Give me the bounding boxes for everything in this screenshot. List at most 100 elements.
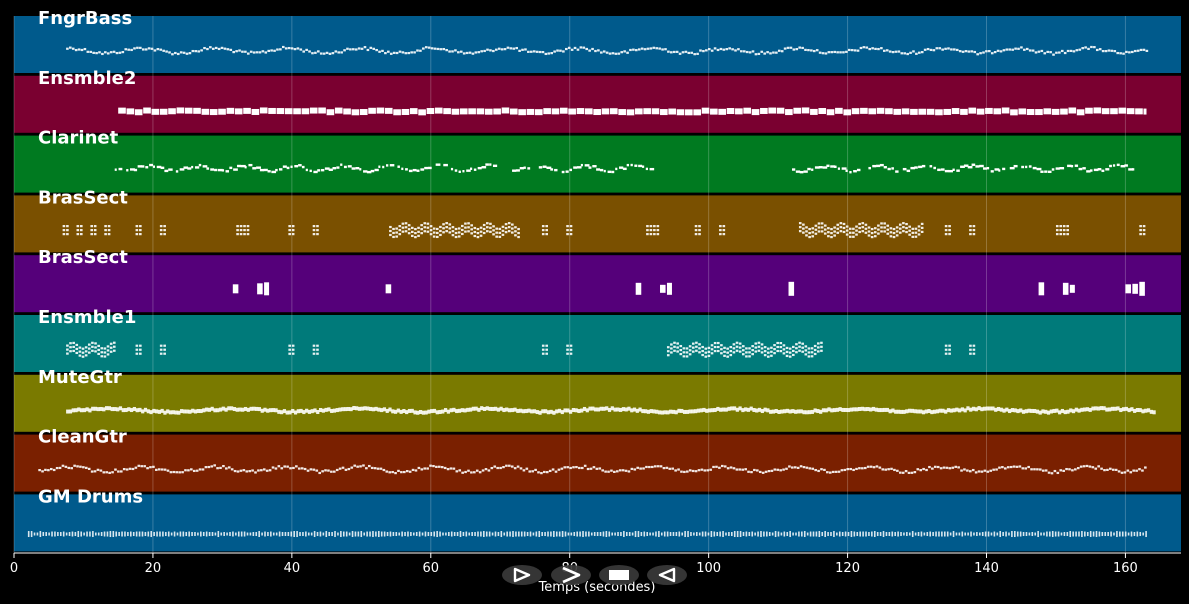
note xyxy=(632,407,637,412)
note xyxy=(802,466,806,469)
note xyxy=(118,107,126,114)
note xyxy=(960,407,964,412)
note xyxy=(1005,531,1007,537)
note xyxy=(830,235,833,239)
note xyxy=(776,341,779,345)
note xyxy=(1059,167,1065,170)
note xyxy=(813,344,817,348)
note xyxy=(918,108,927,115)
note xyxy=(908,408,912,413)
note xyxy=(898,231,902,234)
note xyxy=(560,467,564,470)
note xyxy=(951,108,960,115)
forward-button[interactable] xyxy=(647,565,687,585)
note xyxy=(81,355,85,358)
note xyxy=(434,107,443,114)
note xyxy=(649,47,653,50)
note xyxy=(973,532,975,536)
note xyxy=(143,107,151,114)
note xyxy=(822,166,828,169)
note xyxy=(210,168,215,171)
play-button[interactable] xyxy=(551,565,591,585)
note xyxy=(879,163,884,167)
note xyxy=(374,406,378,411)
note xyxy=(984,531,987,537)
note xyxy=(785,346,789,350)
note xyxy=(583,464,587,467)
note xyxy=(1018,108,1027,115)
note xyxy=(410,226,414,229)
note xyxy=(1142,48,1146,51)
note xyxy=(998,169,1001,172)
note xyxy=(272,532,275,536)
note xyxy=(124,48,128,51)
note xyxy=(947,47,950,50)
note xyxy=(151,108,160,115)
note xyxy=(489,49,492,52)
note xyxy=(476,108,485,115)
note xyxy=(682,347,686,350)
note xyxy=(955,532,958,536)
note xyxy=(958,532,961,536)
note xyxy=(742,532,745,537)
note xyxy=(514,230,517,233)
note xyxy=(863,407,867,412)
note xyxy=(935,47,939,50)
note xyxy=(229,166,233,170)
note xyxy=(569,229,573,232)
note xyxy=(519,167,524,170)
note xyxy=(1126,108,1135,115)
note xyxy=(985,107,993,114)
note xyxy=(141,531,144,537)
note xyxy=(811,227,815,230)
rewind-button[interactable] xyxy=(502,565,542,585)
note xyxy=(74,532,77,537)
note xyxy=(420,232,423,235)
note xyxy=(213,464,216,467)
note xyxy=(413,51,416,54)
note xyxy=(557,468,561,471)
note xyxy=(112,531,115,538)
note xyxy=(357,47,361,50)
note xyxy=(649,225,653,228)
note xyxy=(163,410,167,415)
note xyxy=(729,349,733,353)
note xyxy=(843,109,852,116)
note xyxy=(679,352,683,356)
note xyxy=(779,342,783,345)
note xyxy=(569,225,573,228)
note xyxy=(799,409,803,414)
note xyxy=(870,227,874,231)
note xyxy=(604,470,607,473)
note xyxy=(1049,51,1052,54)
note xyxy=(871,531,873,537)
note xyxy=(1066,225,1069,228)
note xyxy=(1008,532,1010,536)
note xyxy=(698,532,701,536)
note xyxy=(802,223,805,226)
note xyxy=(722,229,726,232)
note xyxy=(852,407,856,412)
stop-button[interactable] xyxy=(599,565,639,585)
note xyxy=(861,467,864,470)
note xyxy=(1027,465,1030,469)
note xyxy=(226,48,230,51)
note xyxy=(457,408,462,413)
note xyxy=(109,342,113,345)
note xyxy=(213,408,217,413)
note xyxy=(496,466,499,470)
note xyxy=(757,345,761,348)
note xyxy=(1055,167,1060,170)
note xyxy=(105,471,109,474)
note xyxy=(862,46,866,49)
track-lane xyxy=(14,494,1181,552)
note xyxy=(398,50,402,53)
note xyxy=(1055,233,1059,236)
note xyxy=(74,48,78,52)
tick-label: 60 xyxy=(423,561,440,576)
note xyxy=(757,341,761,344)
note xyxy=(529,531,532,537)
note xyxy=(1009,465,1013,469)
note xyxy=(972,229,976,232)
note xyxy=(1024,409,1028,414)
